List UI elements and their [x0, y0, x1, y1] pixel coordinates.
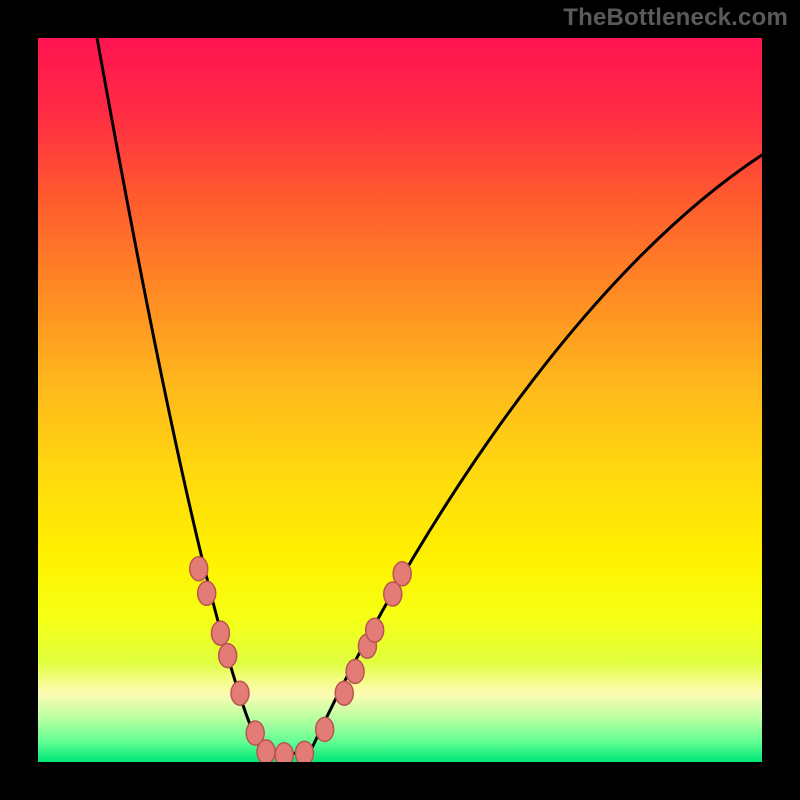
curve-chart-svg	[38, 38, 762, 762]
data-marker	[231, 681, 249, 705]
data-marker	[219, 644, 237, 668]
data-marker	[346, 660, 364, 684]
data-marker	[190, 557, 208, 581]
data-marker	[257, 740, 275, 762]
data-marker	[393, 562, 411, 586]
data-marker	[275, 743, 293, 762]
gradient-background	[38, 38, 762, 762]
data-marker	[366, 618, 384, 642]
data-marker	[316, 717, 334, 741]
data-marker	[198, 581, 216, 605]
data-marker	[335, 681, 353, 705]
data-marker	[211, 621, 229, 645]
plot-area	[38, 38, 762, 762]
chart-canvas: TheBottleneck.com	[0, 0, 800, 800]
data-marker	[295, 741, 313, 762]
watermark-text: TheBottleneck.com	[563, 4, 788, 32]
